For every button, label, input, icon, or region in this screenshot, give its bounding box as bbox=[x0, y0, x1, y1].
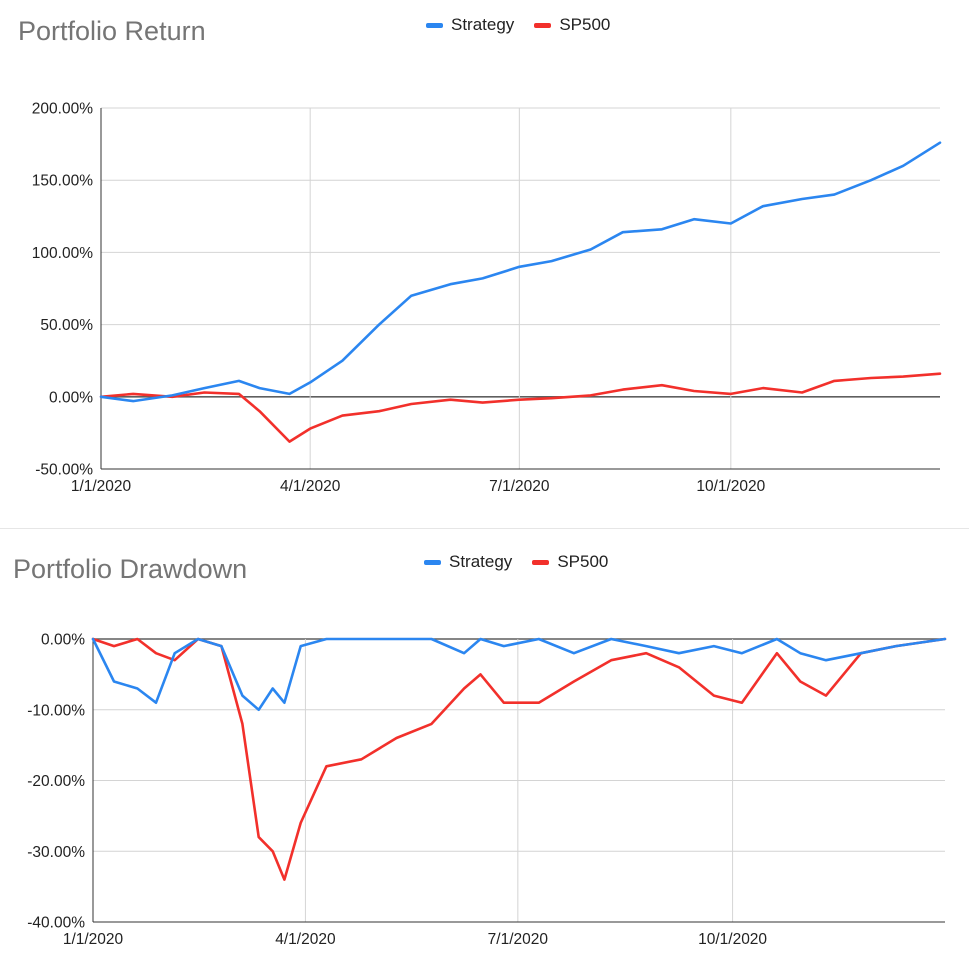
legend-swatch bbox=[426, 22, 443, 28]
x-tick-label: 10/1/2020 bbox=[696, 478, 765, 495]
y-tick-label: 0.00% bbox=[49, 389, 93, 406]
portfolio-return-chart: Portfolio Return Strategy SP500 200.00% 1… bbox=[18, 15, 942, 495]
series-line-strategy bbox=[91, 637, 947, 712]
legend-swatch bbox=[534, 22, 552, 28]
y-tick-label: -40.00% bbox=[27, 915, 85, 932]
legend-swatch bbox=[532, 559, 550, 565]
y-tick-label: 200.00% bbox=[32, 101, 93, 118]
x-tick-label: 1/1/2020 bbox=[71, 478, 132, 495]
series-line-sp500 bbox=[99, 372, 942, 443]
plot-area: 200.00%150.00%100.00%50.00%0.00%-50.00%1… bbox=[32, 101, 942, 495]
chart-legend: Strategy SP500 bbox=[426, 15, 610, 35]
legend-item-sp500[interactable]: SP500 bbox=[532, 552, 608, 572]
legend-label: SP500 bbox=[557, 552, 609, 571]
series-line-strategy bbox=[99, 141, 942, 403]
x-tick-label: 7/1/2020 bbox=[489, 478, 550, 495]
x-tick-label: 10/1/2020 bbox=[698, 931, 767, 948]
chart-legend: Strategy SP500 bbox=[424, 552, 608, 572]
y-tick-label: 100.00% bbox=[32, 245, 93, 262]
legend-item-sp500[interactable]: SP500 bbox=[534, 15, 610, 35]
legend-label: SP500 bbox=[559, 15, 611, 34]
legend-swatch bbox=[424, 559, 441, 565]
x-tick-label: 7/1/2020 bbox=[488, 931, 549, 948]
y-tick-label: -30.00% bbox=[27, 844, 85, 861]
plot-area: 0.00% -10.00% -20.00% -30.00% -40.00%1/1/202… bbox=[27, 632, 947, 948]
chart-title: Portfolio Return bbox=[18, 16, 206, 46]
x-tick-label: 1/1/2020 bbox=[63, 931, 124, 948]
series-line-sp500 bbox=[91, 637, 947, 881]
y-tick-label: -50.00% bbox=[35, 462, 93, 479]
y-tick-label: -10.00% bbox=[27, 702, 85, 719]
y-tick-label: 50.00% bbox=[40, 317, 93, 334]
chart-title: Portfolio Drawdown bbox=[13, 554, 248, 584]
legend-label: Strategy bbox=[451, 15, 515, 34]
y-tick-label: 0.00% bbox=[41, 632, 85, 649]
legend-item-strategy[interactable]: Strategy bbox=[424, 552, 512, 572]
chart-divider bbox=[0, 528, 969, 529]
y-tick-label: 150.00% bbox=[32, 173, 93, 190]
y-tick-label: -20.00% bbox=[27, 773, 85, 790]
legend-label: Strategy bbox=[449, 552, 513, 571]
portfolio-drawdown-chart: Portfolio Drawdown Strategy SP500 0.00% -… bbox=[0, 530, 969, 969]
legend-item-strategy[interactable]: Strategy bbox=[426, 15, 514, 35]
x-tick-label: 4/1/2020 bbox=[280, 478, 341, 495]
x-tick-label: 4/1/2020 bbox=[275, 931, 336, 948]
